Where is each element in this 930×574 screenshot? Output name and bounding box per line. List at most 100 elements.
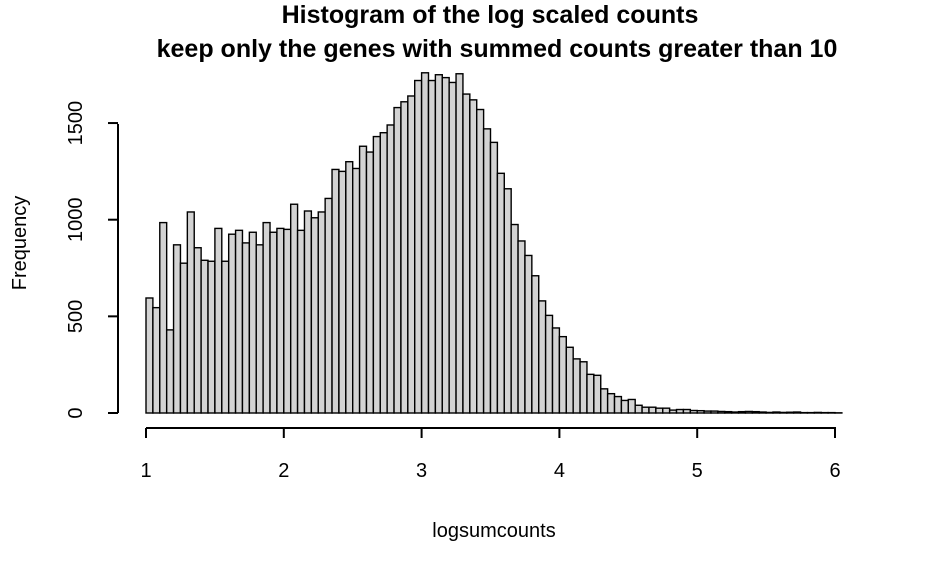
histogram-bar xyxy=(524,254,533,414)
histogram-bar xyxy=(172,244,182,414)
histogram-bar xyxy=(682,408,692,414)
histogram-bar xyxy=(241,242,251,414)
x-tick-label: 6 xyxy=(829,460,840,482)
histogram-bar xyxy=(269,231,278,414)
histogram-bar xyxy=(193,247,202,414)
histogram-bar xyxy=(593,374,602,414)
histogram-bar xyxy=(558,335,567,414)
histogram-bar xyxy=(372,135,381,414)
histogram-bar xyxy=(517,240,526,414)
histogram-bar xyxy=(724,410,733,414)
histogram-bar xyxy=(345,161,354,414)
histogram-bar xyxy=(324,197,333,414)
histogram-bar xyxy=(200,259,209,414)
histogram-bar xyxy=(420,72,430,414)
histogram-bar xyxy=(648,406,657,414)
histogram-bar xyxy=(765,411,774,414)
histogram-bar xyxy=(414,79,423,414)
histogram-bar xyxy=(510,223,519,414)
histogram-bar xyxy=(276,227,285,414)
histogram-bar xyxy=(448,81,457,414)
histogram-bar xyxy=(772,411,781,414)
histogram-bar xyxy=(262,221,271,414)
histogram-bar xyxy=(352,167,361,414)
x-axis-label: logsumcounts xyxy=(432,520,555,542)
histogram-bar xyxy=(255,244,264,414)
histogram-bar xyxy=(159,221,168,414)
x-tick-label: 4 xyxy=(554,460,565,482)
histogram-bar xyxy=(696,409,705,414)
histogram-bar xyxy=(737,410,747,414)
histogram-bar xyxy=(758,411,767,414)
histogram-bar xyxy=(634,404,643,414)
histogram-bar xyxy=(283,228,292,414)
histogram-bar xyxy=(606,392,616,414)
histogram-bar xyxy=(165,329,175,414)
histogram-bar xyxy=(310,217,319,414)
histogram-bar xyxy=(503,188,512,414)
chart-title-line2: keep only the genes with summed counts g… xyxy=(157,35,838,63)
x-tick-label: 3 xyxy=(416,460,427,482)
histogram-bar xyxy=(744,410,754,414)
histogram-bar xyxy=(248,231,257,414)
y-tick-label: 0 xyxy=(65,407,87,418)
histogram-bar xyxy=(689,409,698,414)
y-axis-label: Frequency xyxy=(9,196,31,291)
histogram-bar xyxy=(655,407,664,414)
histogram-bar xyxy=(565,346,574,414)
histogram-bar xyxy=(620,399,629,414)
histogram-bar xyxy=(675,408,685,414)
y-tick-label: 500 xyxy=(65,300,87,333)
histogram-bar xyxy=(289,203,299,414)
histogram-bar xyxy=(627,398,636,414)
histogram-bar xyxy=(427,79,437,414)
y-tick-label: 1500 xyxy=(65,101,87,146)
histogram-bar xyxy=(482,128,492,414)
histogram-bar xyxy=(586,373,595,414)
x-tick-label: 2 xyxy=(278,460,289,482)
histogram-bar xyxy=(779,411,788,414)
histogram-bar xyxy=(717,410,726,414)
histogram-bar xyxy=(600,388,609,414)
histogram-bar xyxy=(476,108,485,414)
histogram-bar xyxy=(331,168,340,414)
x-axis-ticks: 1 2 3 4 5 6 xyxy=(140,428,841,482)
histogram-bar xyxy=(469,99,478,414)
histogram-bar xyxy=(730,411,740,414)
histogram-bar xyxy=(496,172,505,414)
histogram-bar xyxy=(365,151,375,414)
histogram-bar xyxy=(227,233,237,414)
histogram-bar xyxy=(179,262,189,414)
histogram-bar xyxy=(613,395,623,414)
histogram-bar xyxy=(551,327,561,414)
histogram-bar xyxy=(393,106,402,414)
histogram-bar xyxy=(489,141,499,414)
histogram-bar xyxy=(207,260,216,414)
histogram-bar xyxy=(441,76,450,414)
histogram-bar xyxy=(462,93,471,414)
histogram-bar xyxy=(572,358,581,414)
histogram-bar xyxy=(455,73,464,414)
histogram-bar xyxy=(703,410,712,414)
histogram-bar xyxy=(668,409,678,414)
histogram-bar xyxy=(579,361,588,414)
histogram-bar xyxy=(186,211,195,414)
histogram-bar xyxy=(221,260,230,414)
histogram-bar xyxy=(751,410,760,414)
histogram-bar xyxy=(317,211,326,414)
x-tick-label: 1 xyxy=(140,460,151,482)
y-axis-ticks: 0 500 1000 1500 xyxy=(65,101,118,419)
y-tick-label: 1000 xyxy=(65,197,87,242)
histogram-bar xyxy=(544,314,554,414)
histogram-bar xyxy=(434,74,443,414)
histogram-bar xyxy=(386,124,395,414)
histogram-bar xyxy=(538,300,547,414)
histogram-bar xyxy=(641,406,650,414)
histogram-bar xyxy=(214,227,223,414)
histogram-bar xyxy=(379,132,388,414)
histogram-bar xyxy=(531,275,540,414)
histogram-bar xyxy=(296,229,306,414)
histogram-bar xyxy=(338,170,347,414)
histogram-bar xyxy=(152,306,161,414)
